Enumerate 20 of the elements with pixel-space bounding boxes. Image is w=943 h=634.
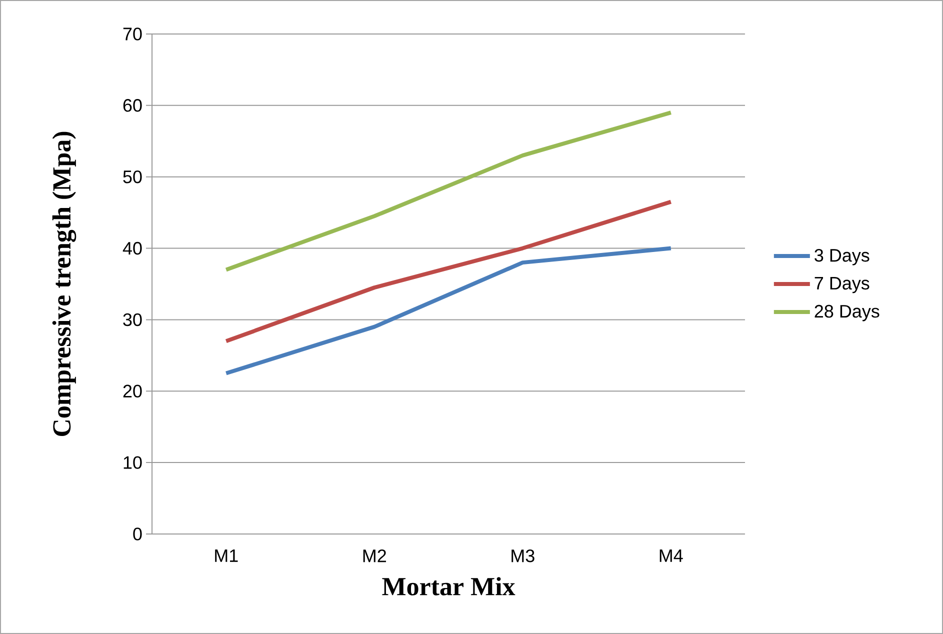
x-axis-title: Mortar Mix [382, 577, 516, 596]
line-series [224, 110, 673, 272]
legend-label: 28 Days [814, 304, 880, 322]
legend-label: 7 Days [814, 277, 870, 294]
y-tick-label: 0 [133, 528, 142, 540]
y-tick-label: 60 [123, 99, 142, 112]
line-series [224, 246, 673, 376]
x-tick-label: M2 [363, 550, 386, 562]
legend-label: 3 Days [814, 249, 870, 266]
x-tick-label: M3 [512, 550, 534, 562]
y-tick-label: 70 [123, 28, 142, 40]
y-tick-label: 20 [123, 384, 142, 398]
line-series [224, 200, 673, 344]
y-tick-label: 10 [124, 456, 142, 469]
y-tick-label: 50 [123, 170, 142, 184]
y-tick-label: 30 [123, 313, 142, 326]
y-axis-title: Compressive trength (Mpa) [52, 132, 76, 436]
x-tick-label: M4 [660, 549, 683, 562]
x-tick-label: M1 [215, 549, 238, 562]
y-tick-label: 40 [122, 242, 142, 255]
